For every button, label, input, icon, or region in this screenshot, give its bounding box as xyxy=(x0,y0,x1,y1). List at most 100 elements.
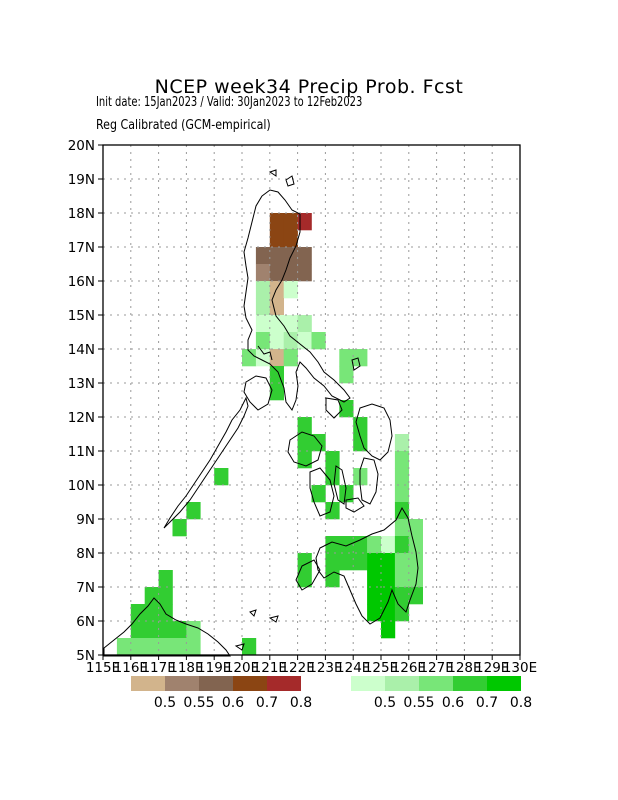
prob-cell xyxy=(297,332,312,350)
prob-cell xyxy=(158,621,173,639)
prob-cell xyxy=(367,604,382,622)
prob-cell xyxy=(283,281,298,299)
prob-cell xyxy=(408,587,423,605)
lat-tick-label: 5N xyxy=(76,648,95,664)
lon-tick-label: 115E xyxy=(86,660,120,676)
prob-cell xyxy=(311,434,326,452)
legend-label: 0.6 xyxy=(442,695,464,711)
coastline-bataan xyxy=(257,345,273,361)
legend-swatch xyxy=(419,676,453,691)
map-subtitle-method: Reg Calibrated (GCM-empirical) xyxy=(96,118,271,133)
prob-cell xyxy=(144,638,159,656)
probability-cells xyxy=(116,213,423,656)
prob-cell xyxy=(325,570,340,588)
prob-cell xyxy=(325,451,340,469)
lat-tick-label: 20N xyxy=(68,138,95,154)
prob-cell xyxy=(283,213,298,231)
prob-cell xyxy=(367,587,382,605)
prob-cell xyxy=(269,298,284,316)
prob-cell xyxy=(381,536,396,554)
lat-tick-label: 10N xyxy=(68,478,95,494)
prob-cell xyxy=(297,264,312,282)
prob-cell xyxy=(381,553,396,571)
prob-cell xyxy=(381,621,396,639)
prob-cell xyxy=(297,417,312,435)
lat-tick-label: 18N xyxy=(68,206,95,222)
legend-swatch xyxy=(453,676,487,691)
prob-cell xyxy=(214,468,229,486)
map-title: NCEP week34 Precip Prob. Fcst xyxy=(154,76,464,98)
prob-cell xyxy=(255,332,271,350)
lat-tick-label: 19N xyxy=(68,172,95,188)
legend-swatch xyxy=(385,676,419,691)
prob-cell xyxy=(394,553,410,571)
prob-cell xyxy=(269,315,284,333)
prob-cell xyxy=(269,332,284,350)
axis-ticks: 115E116E117E118E119E120E121E122E123E124E… xyxy=(68,138,537,676)
coastline-mindoro xyxy=(243,375,273,411)
legend-label: 0.6 xyxy=(222,695,244,711)
legend-swatch xyxy=(267,676,301,691)
prob-cell xyxy=(297,247,312,265)
prob-cell xyxy=(297,213,312,231)
legend-swatch xyxy=(487,676,521,691)
prob-cell xyxy=(116,638,132,656)
prob-cell xyxy=(394,451,410,469)
legend-swatch xyxy=(199,676,233,691)
prob-cell xyxy=(283,264,298,282)
coastline-sulu xyxy=(234,609,279,651)
lat-tick-label: 9N xyxy=(76,512,95,528)
prob-cell xyxy=(269,281,284,299)
lon-tick-label: 116E xyxy=(114,660,148,676)
prob-cell xyxy=(158,587,173,605)
prob-cell xyxy=(339,400,354,418)
lon-tick-label: 130E xyxy=(503,660,537,676)
lat-tick-label: 6N xyxy=(76,614,95,630)
lat-tick-label: 11N xyxy=(68,444,95,460)
prob-cell xyxy=(283,315,298,333)
prob-cell xyxy=(394,570,410,588)
prob-cell xyxy=(339,349,354,367)
prob-cell xyxy=(339,536,354,554)
coastline-samar xyxy=(355,403,393,461)
graticule xyxy=(103,145,520,655)
lon-tick-label: 128E xyxy=(447,660,481,676)
lon-tick-label: 129E xyxy=(475,660,509,676)
lon-tick-label: 117E xyxy=(141,660,175,676)
coastline-mindanao xyxy=(315,506,419,625)
prob-cell xyxy=(242,349,257,367)
lon-tick-label: 120E xyxy=(225,660,259,676)
prob-cell xyxy=(353,536,368,554)
legend-above-normal: 0.5 0.55 0.6 0.7 0.8 xyxy=(351,676,532,711)
prob-cell xyxy=(394,468,410,486)
prob-cell xyxy=(394,519,410,537)
prob-cell xyxy=(255,298,271,316)
legend-swatch xyxy=(165,676,199,691)
prob-cell xyxy=(269,230,284,248)
prob-cell xyxy=(325,468,340,486)
legend-label: 0.8 xyxy=(510,695,532,711)
prob-cell xyxy=(394,434,410,452)
prob-cell xyxy=(297,553,312,571)
prob-cell xyxy=(269,383,284,401)
prob-cell xyxy=(325,536,340,554)
lat-tick-label: 12N xyxy=(68,410,95,426)
prob-cell xyxy=(367,536,382,554)
prob-cell xyxy=(158,570,173,588)
prob-cell xyxy=(325,502,340,520)
lon-tick-label: 124E xyxy=(336,660,370,676)
lon-tick-label: 118E xyxy=(169,660,203,676)
prob-cell xyxy=(269,366,284,384)
coastline-babuyan xyxy=(285,175,295,187)
lat-tick-label: 17N xyxy=(68,240,95,256)
map-frame xyxy=(102,144,521,656)
prob-cell xyxy=(394,604,410,622)
coastline-luzon xyxy=(243,189,351,412)
prob-cell xyxy=(130,604,145,622)
lon-tick-label: 126E xyxy=(392,660,426,676)
prob-cell xyxy=(144,604,159,622)
coastline-catanduanes xyxy=(351,357,361,371)
prob-cell xyxy=(186,621,201,639)
legend-label: 0.7 xyxy=(256,695,278,711)
coastline-leyte xyxy=(359,457,379,505)
